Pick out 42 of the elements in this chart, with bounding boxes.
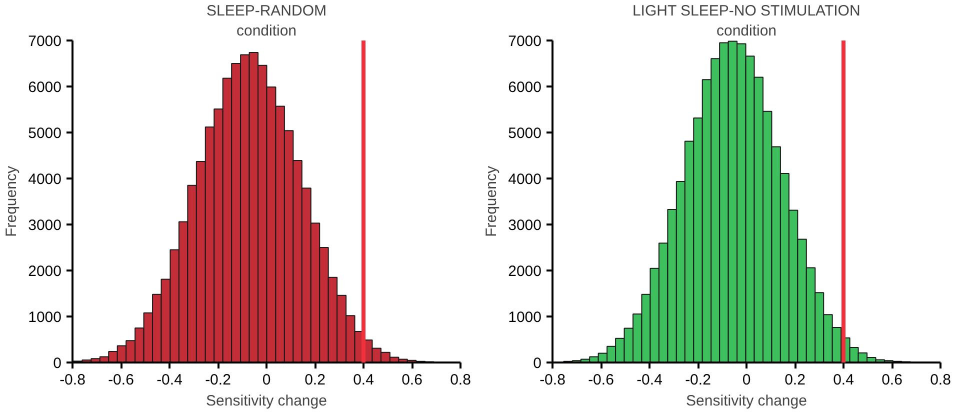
y-axis-title: Frequency <box>3 166 20 237</box>
y-tick-label: 7000 <box>508 33 542 50</box>
chart-title: SLEEP-RANDOM <box>206 2 327 20</box>
x-tick-label: 0.4 <box>353 372 374 388</box>
chart-subtitle: condition <box>236 22 297 40</box>
y-tick-label: 2000 <box>28 263 62 280</box>
x-axis-title: Sensitivity change <box>206 392 327 410</box>
y-tick-label: 1000 <box>28 309 62 326</box>
x-tick-label: -0.6 <box>108 372 134 388</box>
y-tick-label: 7000 <box>28 33 62 50</box>
x-tick-label: 0.6 <box>882 372 902 388</box>
x-tick-label: -0.2 <box>685 372 711 388</box>
x-tick-label: 0.8 <box>450 372 471 388</box>
y-tick-label: 4000 <box>508 171 542 188</box>
x-tick-label: -0.4 <box>636 372 662 388</box>
x-tick-label: 0.6 <box>402 372 422 388</box>
chart-subtitle: condition <box>716 22 777 40</box>
chart-title: LIGHT SLEEP-NO STIMULATION <box>632 2 860 20</box>
x-tick-label: -0.6 <box>588 372 614 388</box>
y-tick-label: 5000 <box>28 125 62 142</box>
x-tick-label: 0.4 <box>833 372 854 388</box>
x-tick-label: 0.8 <box>930 372 951 388</box>
x-tick-label: 0 <box>262 372 271 388</box>
x-tick-label: 0.2 <box>784 372 806 388</box>
y-tick-label: 1000 <box>508 309 542 326</box>
y-tick-label: 3000 <box>508 217 542 234</box>
y-tick-label: 4000 <box>28 171 62 188</box>
y-tick-label: 6000 <box>508 79 542 96</box>
y-tick-label: 5000 <box>508 125 542 142</box>
x-tick-label: 0.2 <box>304 372 326 388</box>
x-tick-label: -0.4 <box>156 372 182 388</box>
y-axis-title: Frequency <box>483 166 500 237</box>
y-tick-label: 6000 <box>28 79 62 96</box>
x-tick-label: 0 <box>742 372 751 388</box>
y-tick-label: 2000 <box>508 263 542 280</box>
x-axis-title: Sensitivity change <box>686 392 807 410</box>
x-tick-label: -0.8 <box>540 372 566 388</box>
x-tick-label: -0.2 <box>205 372 231 388</box>
y-tick-label: 3000 <box>28 217 62 234</box>
y-tick-label: 0 <box>53 355 62 372</box>
y-tick-label: 0 <box>533 355 542 372</box>
x-tick-label: -0.8 <box>60 372 86 388</box>
